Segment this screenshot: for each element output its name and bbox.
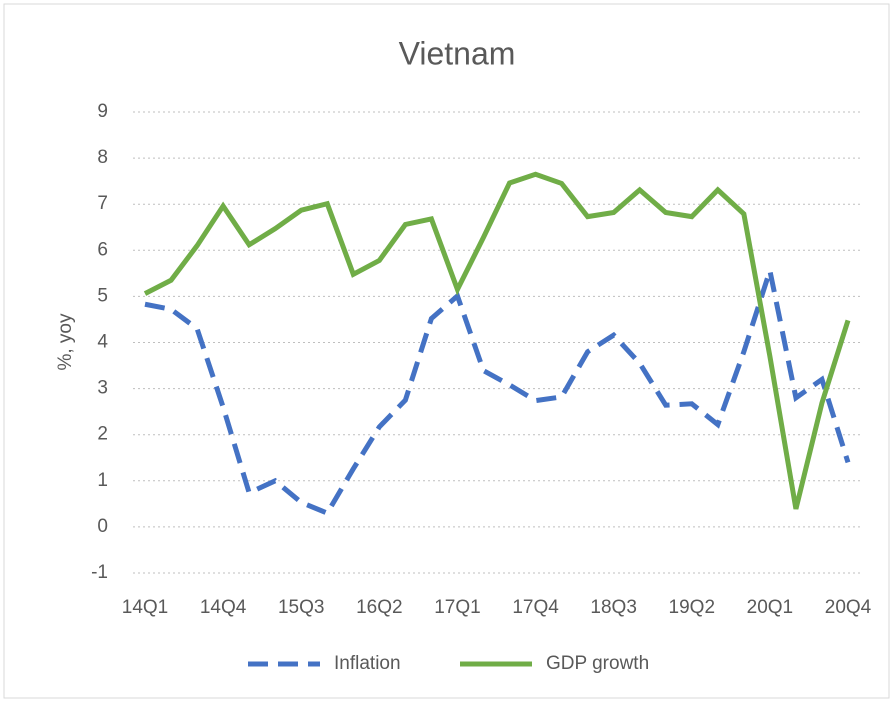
x-tick-label: 18Q3 — [590, 597, 636, 618]
x-tick-label: 15Q3 — [278, 597, 324, 618]
y-tick-label: 1 — [97, 470, 108, 491]
x-tick-label: 20Q1 — [747, 597, 793, 618]
line-series — [144, 260, 851, 517]
x-tick-label: 20Q4 — [825, 597, 872, 618]
y-tick-label: 5 — [97, 285, 108, 306]
line-series — [143, 171, 851, 510]
y-tick-label: 0 — [97, 516, 108, 537]
x-tick-label: 14Q1 — [122, 597, 168, 618]
y-tick-label: 4 — [97, 332, 108, 353]
y-tick-label: 8 — [97, 147, 108, 168]
y-tick-label: 3 — [97, 378, 108, 399]
y-tick-label: 6 — [97, 239, 108, 260]
legend-label: GDP growth — [546, 653, 649, 674]
x-tick-label: 14Q4 — [200, 597, 247, 618]
chart-title: Vietnam — [399, 35, 516, 71]
y-tick-label: 2 — [97, 424, 108, 445]
x-tick-label: 19Q2 — [669, 597, 715, 618]
legend-label: Inflation — [334, 653, 401, 674]
x-tick-label: 17Q4 — [512, 597, 559, 618]
chart-border — [3, 3, 890, 699]
y-tick-label: 7 — [97, 193, 108, 214]
x-tick-label: 16Q2 — [356, 597, 402, 618]
y-tick-label: 9 — [97, 101, 108, 122]
x-tick-label: 17Q1 — [434, 597, 480, 618]
y-axis-label: %, yoy — [55, 313, 76, 371]
y-tick-label: -1 — [91, 562, 108, 583]
